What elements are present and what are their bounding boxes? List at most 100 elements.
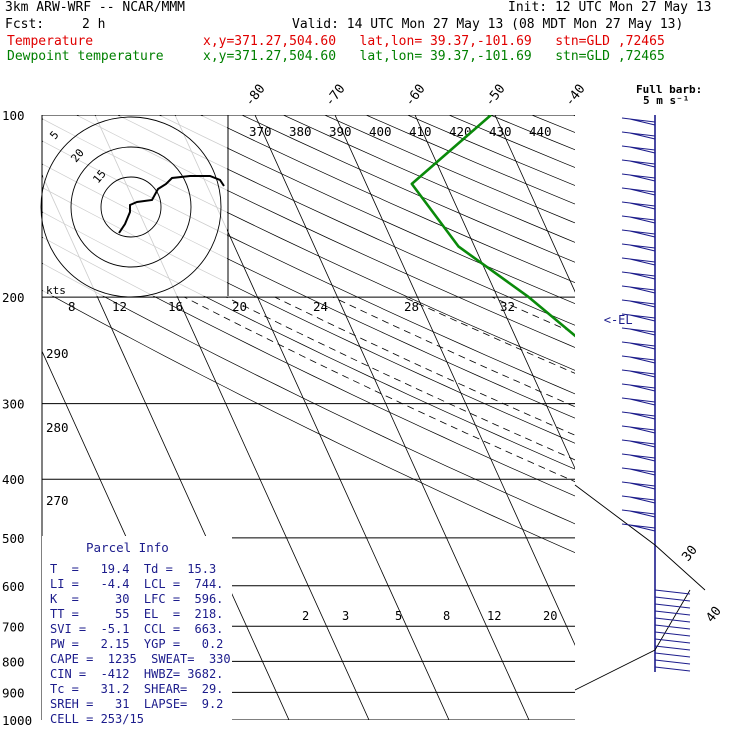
dry-adiabat	[241, 115, 575, 263]
dry-adiabat	[283, 115, 575, 243]
moist-adiabat	[730, 297, 740, 720]
wind-barb	[621, 229, 656, 238]
isotherm-label: 40	[703, 604, 724, 626]
wind-barb	[654, 617, 691, 623]
isotherm-label: -70	[322, 82, 348, 110]
dry-adiabat	[365, 115, 575, 205]
dry-adiabat	[200, 115, 575, 284]
theta-label: 290	[46, 346, 69, 361]
parcel-row: SREH = 31 LAPSE= 9.2	[50, 697, 224, 711]
theta-label: 430	[489, 124, 512, 139]
moist-adiabat	[226, 296, 575, 461]
hodograph-ring	[40, 116, 222, 298]
wind-barb	[621, 327, 656, 336]
wind-barb	[621, 495, 656, 504]
wind-barb	[654, 652, 691, 658]
wind-barb	[621, 257, 656, 266]
wind-barb	[654, 638, 691, 644]
wind-barb	[621, 425, 656, 434]
level-label-el: <-EL	[604, 313, 633, 327]
wind-barb	[654, 659, 691, 665]
dry-adiabat	[42, 211, 575, 470]
theta-label: 410	[409, 124, 432, 139]
dewpoint-legend: Dewpoint temperature	[7, 49, 164, 64]
mixing-ratio-label: 12	[487, 609, 501, 623]
isotherm-label: -40	[562, 82, 588, 110]
parcel-row: K = 30 LFC = 596.	[50, 592, 224, 606]
mixing-ratio-label: 20	[543, 609, 557, 623]
hodograph-ring	[70, 146, 192, 268]
dry-adiabat	[42, 140, 575, 395]
wind-barb	[621, 187, 656, 196]
theta-label: 400	[369, 124, 392, 139]
temperature-legend: Temperature	[7, 34, 94, 49]
wind-barb	[654, 596, 691, 602]
isotherm-line	[655, 115, 740, 720]
dry-adiabat	[573, 115, 575, 117]
wind-barb	[621, 201, 656, 210]
wind-barb	[621, 215, 656, 224]
isotherm-line	[574, 115, 575, 116]
wind-barb	[621, 159, 656, 168]
parcel-info-title: Parcel Info	[86, 540, 169, 555]
dry-adiabat	[42, 262, 575, 525]
isotherm-label: -50	[482, 82, 508, 110]
mixing-ratio-label: 3	[342, 609, 349, 623]
theta-label: 440	[529, 124, 552, 139]
pressure-label: 500	[2, 531, 25, 546]
wind-barb	[654, 610, 691, 616]
dry-adiabat	[42, 118, 575, 371]
wind-box-edge	[574, 484, 706, 691]
pressure-label: 400	[2, 472, 25, 487]
wind-barb	[621, 341, 656, 350]
pressure-label: 200	[2, 290, 25, 305]
wind-barb	[621, 383, 656, 392]
moist-adiabat	[274, 296, 575, 436]
mixing-ratio-label: 12	[112, 299, 127, 314]
wind-barb	[621, 411, 656, 420]
dry-adiabat	[490, 115, 575, 151]
dewpoint-location: x,y=371.27,504.60 lat,lon= 39.37,-101.69…	[203, 49, 665, 64]
parcel-row: PW = 2.15 YGP = 0.2	[50, 637, 224, 651]
wind-barb	[654, 603, 691, 609]
isotherm-line	[334, 115, 575, 646]
temperature-location: x,y=371.27,504.60 lat,lon= 39.37,-101.69…	[203, 34, 665, 49]
mixing-ratio-label: 8	[443, 609, 450, 623]
wind-barb	[621, 509, 656, 518]
model-title: 3km ARW-WRF -- NCAR/MMM	[5, 0, 186, 15]
wind-barb	[621, 117, 656, 126]
dry-adiabat	[656, 115, 740, 720]
parcel-row: LI = -4.4 LCL = 744.	[50, 577, 224, 591]
isotherm-label: 30	[679, 543, 700, 565]
isotherm-line	[414, 115, 575, 470]
dry-adiabat	[448, 115, 575, 168]
wind-barb	[621, 313, 656, 322]
parcel-row: T = 19.4 Td = 15.3	[50, 562, 217, 576]
isotherm-label: -80	[242, 82, 268, 110]
wind-barb	[621, 481, 656, 490]
parcel-row: TT = 55 EL = 218.	[50, 607, 224, 621]
dewpoint-profile-line	[410, 115, 575, 338]
parcel-row: SVI = -5.1 CCL = 663.	[50, 622, 224, 636]
isotherm-line	[254, 115, 530, 720]
mixing-ratio-label: 24	[313, 299, 328, 314]
wind-barb	[621, 243, 656, 252]
mixing-ratio-label: 16	[168, 299, 183, 314]
parcel-row: CIN = -412 HWBZ= 3682.	[50, 667, 224, 681]
isotherm-line	[735, 115, 740, 720]
wind-barb	[621, 271, 656, 280]
theta-label: 280	[46, 420, 69, 435]
forecast-label: Fcst:	[5, 17, 45, 32]
wind-barb	[621, 453, 656, 462]
wind-key-label: Full barb:	[636, 83, 702, 96]
moist-adiabat	[184, 296, 575, 483]
theta-label: 270	[46, 493, 69, 508]
moist-adiabat	[492, 296, 575, 334]
pressure-label: 600	[2, 579, 25, 594]
parcel-row: CELL = 253/15	[50, 712, 144, 726]
dry-adiabat	[42, 289, 575, 554]
wind-barb	[621, 397, 656, 406]
wind-barb	[621, 369, 656, 378]
theta-label: 380	[289, 124, 312, 139]
